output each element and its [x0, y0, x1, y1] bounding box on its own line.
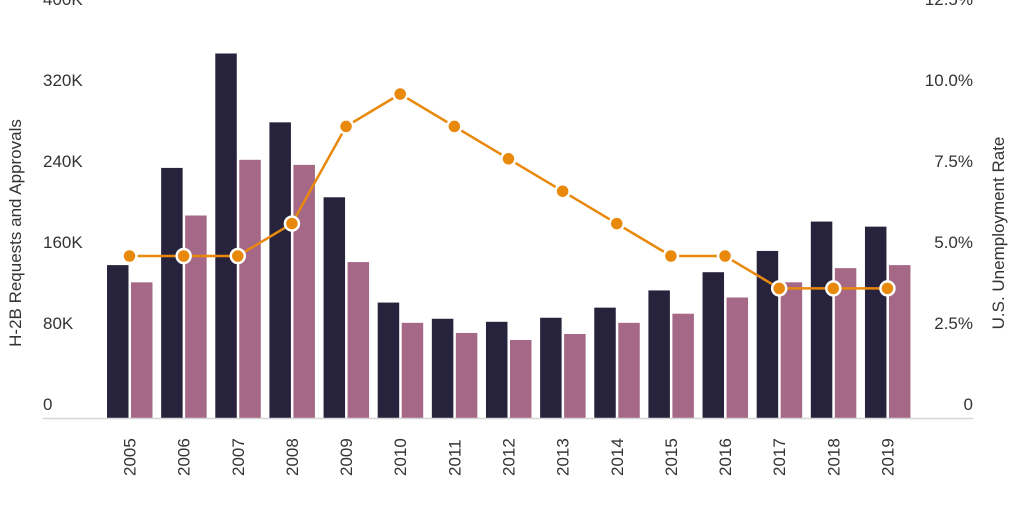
unemployment-point [283, 215, 301, 232]
bar-series-1 [540, 317, 562, 418]
unemployment-point [391, 85, 409, 103]
y-tick-label-left: 320K [43, 71, 83, 90]
x-tick-label: 2016 [716, 438, 735, 476]
unemployment-point [229, 247, 247, 265]
bar-series-1 [215, 53, 237, 418]
bar-series-2 [185, 215, 207, 418]
bar-series-2 [780, 282, 803, 418]
y-tick-label-right: 5.0% [934, 233, 973, 252]
bar-series-2 [672, 313, 694, 418]
bar-series-1 [810, 221, 833, 418]
unemployment-point [662, 247, 680, 265]
bar-series-1 [702, 272, 725, 418]
x-tick-label: 2010 [391, 438, 410, 476]
unemployment-point [337, 118, 355, 135]
y-tick-label-right: 12.5% [925, 0, 973, 9]
x-tick-label: 2005 [121, 438, 140, 476]
unemployment-point [608, 215, 626, 232]
unemployment-point [446, 118, 463, 135]
x-tick-label: 2011 [445, 439, 464, 476]
bar-series-2 [564, 333, 586, 418]
bar-series-2 [401, 322, 424, 418]
x-tick-label: 2012 [499, 438, 518, 476]
bar-series-1 [269, 122, 291, 418]
x-tick-label: 2009 [337, 438, 356, 476]
unemployment-point [770, 280, 788, 297]
x-tick-label: 2007 [229, 438, 248, 476]
unemployment-point [500, 150, 517, 168]
x-tick-label: 2018 [824, 438, 843, 476]
bar-series-2 [131, 282, 153, 418]
x-tick-label: 2013 [554, 438, 573, 476]
unemployment-point [716, 247, 734, 265]
bar-series-1 [377, 302, 400, 418]
x-tick-label: 2006 [175, 438, 194, 476]
y-axis-label-left: H-2B Requests and Approvals [6, 119, 25, 347]
y-tick-label-right: 2.5% [934, 314, 973, 333]
bar-series-1 [323, 197, 346, 418]
unemployment-point [121, 247, 138, 265]
bar-series-2 [834, 268, 857, 418]
bar-series-1 [864, 226, 887, 418]
bar-series-1 [107, 265, 129, 418]
bar-series-1 [431, 318, 454, 418]
y-tick-label-left: 0 [43, 395, 52, 414]
x-tick-label: 2019 [878, 438, 897, 476]
unemployment-point [825, 280, 842, 297]
bar-series-1 [161, 167, 183, 418]
unemployment-point [879, 280, 896, 297]
bar-series-2 [726, 297, 749, 418]
unemployment-point [175, 247, 192, 265]
y-tick-label-left: 80K [43, 314, 74, 333]
bar-series-2 [509, 340, 532, 418]
bar-series-1 [594, 307, 616, 418]
bar-series-1 [485, 321, 508, 418]
x-tick-label: 2014 [608, 438, 627, 476]
y-tick-label-left: 400K [43, 0, 83, 9]
bar-series-2 [347, 262, 370, 418]
bar-series-2 [618, 322, 640, 418]
bar-series-2 [455, 332, 478, 418]
y-axis-label-right: U.S. Unemployment Rate [989, 137, 1008, 330]
x-tick-label: 2017 [770, 438, 789, 476]
x-tick-label: 2008 [283, 438, 302, 476]
y-tick-label-right: 0 [964, 395, 973, 414]
y-tick-label-right: 7.5% [934, 152, 973, 171]
y-tick-label-left: 240K [43, 152, 83, 171]
y-tick-label-right: 10.0% [925, 71, 973, 90]
bar-series-2 [239, 159, 261, 418]
unemployment-point [554, 182, 571, 200]
y-tick-label-left: 160K [43, 233, 83, 252]
bar-series-2 [888, 265, 911, 418]
bar-series-1 [648, 290, 670, 418]
x-tick-label: 2015 [662, 438, 681, 476]
